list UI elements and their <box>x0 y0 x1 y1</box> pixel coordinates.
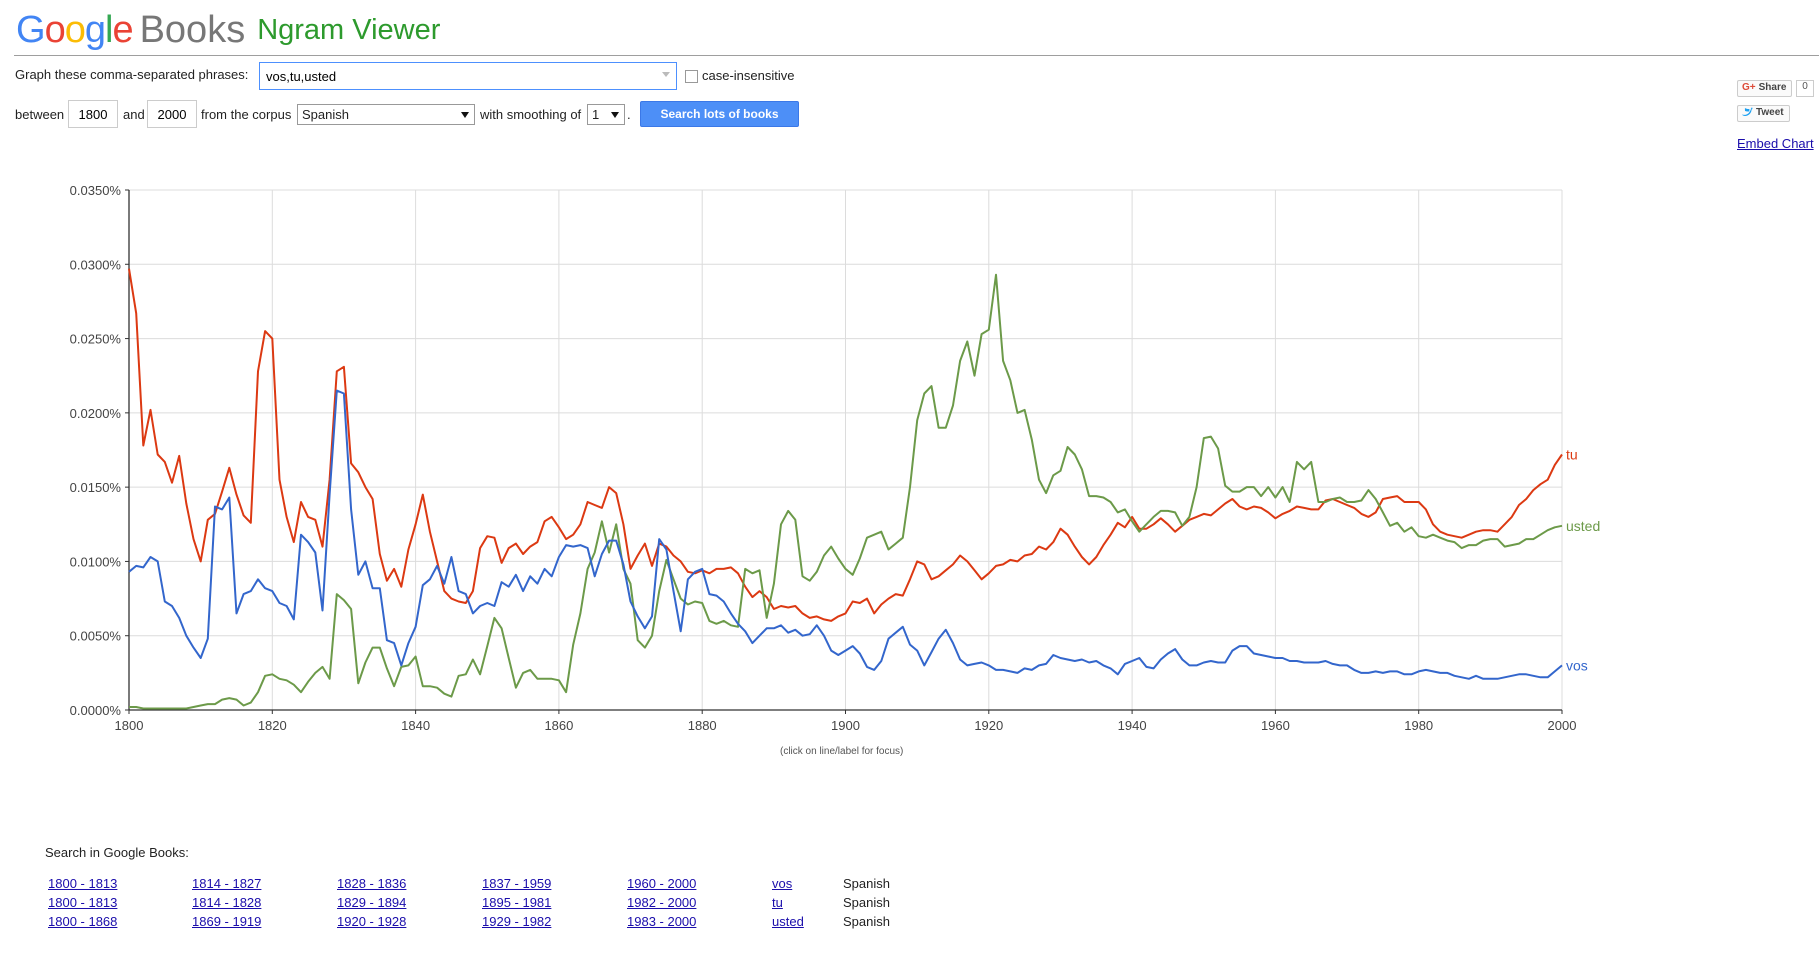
x-tick-label: 2000 <box>1548 718 1577 733</box>
google-books-logo[interactable]: Google Books Ngram Viewer <box>16 6 440 54</box>
x-tick-label: 1960 <box>1261 718 1290 733</box>
x-tick-label: 1920 <box>974 718 1003 733</box>
phrases-input[interactable] <box>259 62 677 90</box>
x-tick-label: 1940 <box>1118 718 1147 733</box>
series-label-tu[interactable]: tu <box>1566 446 1578 462</box>
smoothing-label: with smoothing of <box>480 107 582 122</box>
chevron-down-icon <box>461 112 469 118</box>
logo-letter: g <box>84 9 106 51</box>
logo-letter: l <box>104 9 114 51</box>
chart-focus-hint: (click on line/label for focus) <box>780 746 904 757</box>
y-tick-label: 0.0050% <box>70 629 122 644</box>
share-count: 0 <box>1796 80 1814 97</box>
phrases-label: Graph these comma-separated phrases: <box>15 67 249 82</box>
series-label-vos[interactable]: vos <box>1566 657 1588 673</box>
x-tick-label: 1860 <box>544 718 573 733</box>
books-range-link[interactable]: 1982 - 2000 <box>627 895 697 910</box>
books-range-link[interactable]: 1828 - 1836 <box>337 876 407 891</box>
books-range-link[interactable]: 1837 - 1959 <box>482 876 552 891</box>
series-label-usted[interactable]: usted <box>1566 518 1600 534</box>
corpus-label: from the corpus <box>201 107 292 122</box>
y-tick-label: 0.0100% <box>70 554 122 569</box>
ngram-viewer-title: Ngram Viewer <box>257 14 441 46</box>
x-tick-label: 1880 <box>688 718 717 733</box>
logo-letter: o <box>64 9 86 51</box>
books-term-link-usted[interactable]: usted <box>772 914 804 929</box>
smoothing-select-value: 1 <box>592 107 600 122</box>
y-tick-label: 0.0200% <box>70 406 122 421</box>
series-line-usted[interactable] <box>129 273 1563 710</box>
period-text: . <box>627 107 631 122</box>
y-tick-label: 0.0250% <box>70 332 122 347</box>
corpus-select[interactable]: Spanish <box>297 104 475 125</box>
books-range-link[interactable]: 1960 - 2000 <box>627 876 697 891</box>
and-label: and <box>123 107 145 122</box>
y-tick-label: 0.0300% <box>70 257 122 272</box>
books-corpus-label: Spanish <box>843 895 890 910</box>
tweet-label: Tweet <box>1756 107 1784 118</box>
chart-series[interactable]: tu usted vos <box>128 268 1600 710</box>
books-term-link-vos[interactable]: vos <box>772 876 793 891</box>
twitter-icon <box>1742 107 1753 118</box>
series-line-tu[interactable] <box>128 268 1563 622</box>
smoothing-select[interactable]: 1 <box>587 104 625 125</box>
google-logo-text: Google <box>16 9 134 51</box>
books-range-link[interactable]: 1983 - 2000 <box>627 914 697 929</box>
books-range-link[interactable]: 1920 - 1928 <box>337 914 407 929</box>
google-plus-icon: G+ <box>1742 82 1756 93</box>
x-tick-label: 1980 <box>1404 718 1433 733</box>
y-tick-label: 0.0350% <box>70 183 122 198</box>
chart-grid <box>129 189 1563 710</box>
books-range-link[interactable]: 1800 - 1813 <box>48 876 118 891</box>
books-range-link[interactable]: 1800 - 1813 <box>48 895 118 910</box>
x-tick-label: 1820 <box>258 718 287 733</box>
corpus-select-value: Spanish <box>302 107 349 122</box>
series-line-vos[interactable] <box>128 389 1563 680</box>
books-corpus-label: Spanish <box>843 914 890 929</box>
books-range-link[interactable]: 1929 - 1982 <box>482 914 552 929</box>
x-tick-label: 1800 <box>115 718 144 733</box>
books-range-link[interactable]: 1895 - 1981 <box>482 895 552 910</box>
chevron-down-icon <box>611 112 619 118</box>
search-button[interactable]: Search lots of books <box>640 101 799 127</box>
logo-letter: o <box>44 9 66 51</box>
y-tick-label: 0.0150% <box>70 480 122 495</box>
case-insensitive-checkbox[interactable] <box>685 70 698 83</box>
header-divider <box>14 55 1819 56</box>
start-year-input[interactable] <box>68 100 118 128</box>
logo-letter: G <box>16 9 46 51</box>
chart-axes: 1800 1820 1840 1860 1880 1900 1920 1940 1960 1980… <box>70 183 1577 733</box>
case-insensitive-label: case-insensitive <box>702 68 795 83</box>
google-plus-share-button[interactable]: G+ Share <box>1737 80 1793 97</box>
books-term-link-tu[interactable]: tu <box>772 895 783 910</box>
books-corpus-label: Spanish <box>843 876 890 891</box>
books-range-link[interactable]: 1800 - 1868 <box>48 914 118 929</box>
ngram-chart[interactable]: 1800 1820 1840 1860 1880 1900 1920 1940 1960 1980… <box>0 170 1819 750</box>
books-logo-text: Books <box>139 9 246 51</box>
between-label: between <box>15 107 65 122</box>
tweet-button[interactable]: Tweet <box>1737 105 1790 122</box>
books-range-link[interactable]: 1814 - 1828 <box>192 895 262 910</box>
books-range-link[interactable]: 1869 - 1919 <box>192 914 262 929</box>
y-tick-label: 0.0000% <box>70 703 122 718</box>
end-year-input[interactable] <box>147 100 197 128</box>
x-tick-label: 1840 <box>401 718 430 733</box>
books-range-link[interactable]: 1829 - 1894 <box>337 895 407 910</box>
books-range-link[interactable]: 1814 - 1827 <box>192 876 262 891</box>
embed-chart-link[interactable]: Embed Chart <box>1737 136 1814 151</box>
logo-letter: e <box>112 9 133 51</box>
x-tick-label: 1900 <box>831 718 860 733</box>
input-dropdown-icon[interactable] <box>662 72 670 77</box>
share-label: Share <box>1758 82 1787 93</box>
search-in-books-heading: Search in Google Books: <box>45 845 189 860</box>
